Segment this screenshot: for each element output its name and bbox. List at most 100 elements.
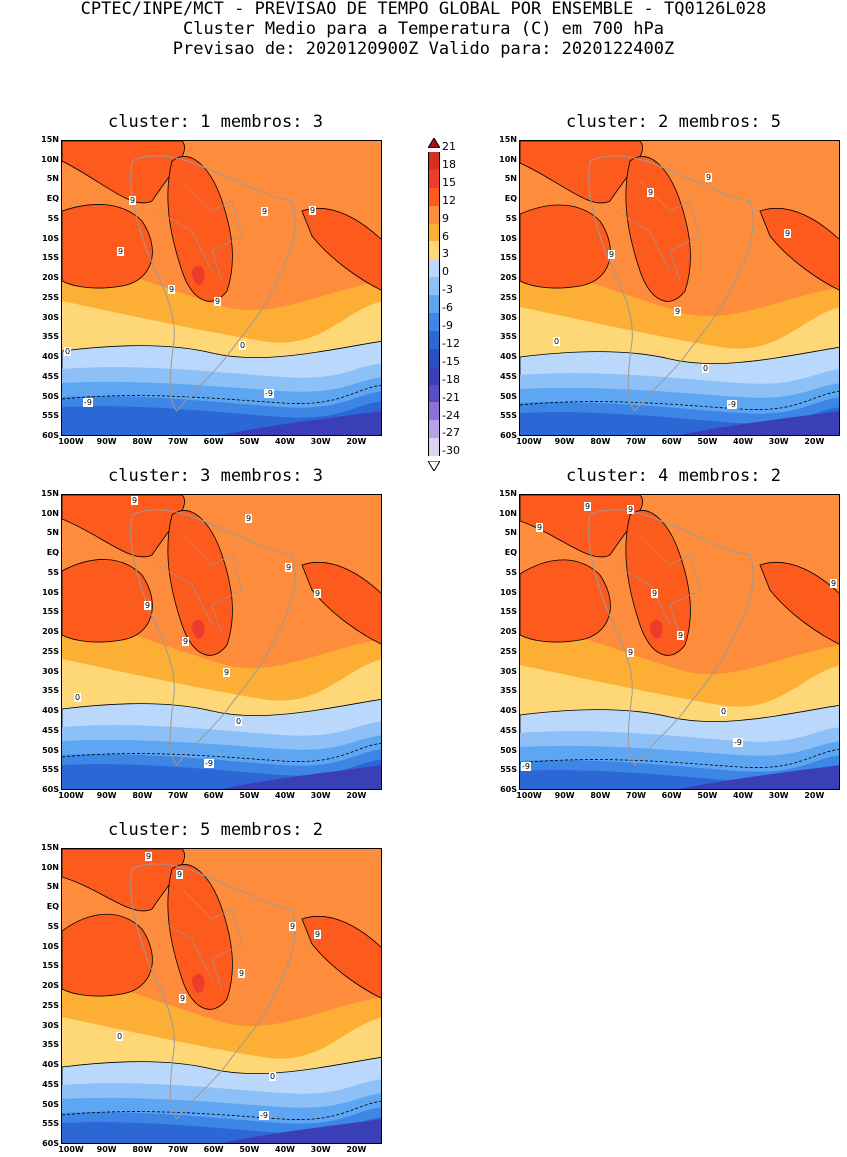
contour-label: 9 <box>182 637 190 646</box>
lon-tick-label: 50W <box>697 437 718 446</box>
lat-tick-label: 30S <box>42 666 59 676</box>
lat-tick-label: 40S <box>42 352 59 362</box>
lat-tick-label: 20S <box>500 627 517 637</box>
lat-tick-label: 20S <box>500 273 517 283</box>
lon-tick-label: 100W <box>516 791 542 800</box>
lat-tick-label: 10N <box>41 862 59 872</box>
contour-label: 0 <box>702 364 710 373</box>
lat-tick-label: 15N <box>41 843 59 852</box>
lon-tick-label: 20W <box>346 437 367 446</box>
contour-label: 0 <box>553 337 561 346</box>
lat-tick-label: 30S <box>42 312 59 322</box>
colorbar-swatch <box>428 348 440 367</box>
contour-label: 9 <box>179 994 187 1003</box>
contour-label: 9 <box>289 922 297 931</box>
lat-tick-label: 15S <box>42 607 59 617</box>
lon-tick-label: 90W <box>554 791 575 800</box>
lat-tick-label: 5S <box>47 921 59 931</box>
lat-tick-label: 15N <box>41 489 59 498</box>
lon-tick-label: 70W <box>168 437 188 446</box>
lon-tick-label: 70W <box>626 437 646 446</box>
contour-label: 0 <box>74 693 82 702</box>
lat-tick-label: 25S <box>500 292 517 302</box>
lat-tick-label: 15S <box>42 253 59 263</box>
lat-tick-label: 55S <box>42 411 59 421</box>
lat-tick-label: 5N <box>46 528 59 538</box>
colorbar-swatch <box>428 438 440 457</box>
temperature-map-5 <box>61 848 382 1144</box>
colorbar-bottom-arrow <box>427 460 441 473</box>
lon-tick-label: 80W <box>590 437 611 446</box>
lat-tick-label: 40S <box>42 706 59 716</box>
lat-tick-label: 35S <box>42 332 59 342</box>
colorbar-label: 12 <box>442 193 456 207</box>
lat-tick-label: 55S <box>500 411 517 421</box>
lon-tick-label: 100W <box>58 1145 84 1154</box>
colorbar-swatch <box>428 295 440 314</box>
contour-label: 9 <box>584 502 592 511</box>
lat-tick-label: 40S <box>500 352 517 362</box>
colorbar-label: 21 <box>442 140 456 153</box>
colorbar-label: -27 <box>442 426 460 440</box>
lat-tick-label: 55S <box>42 1119 59 1129</box>
panel-title-3: cluster: 3 membros: 3 <box>108 466 323 486</box>
lat-tick-label: 50S <box>42 745 59 755</box>
temperature-map-4 <box>519 494 840 790</box>
temperature-map-3 <box>61 494 382 790</box>
colorbar-swatch <box>428 402 440 421</box>
lat-tick-label: 10N <box>41 154 59 164</box>
lat-tick-label: 35S <box>42 686 59 696</box>
contour-label: 9 <box>129 196 137 205</box>
lon-tick-label: 60W <box>661 437 682 446</box>
lon-tick-label: 20W <box>346 791 367 800</box>
lat-tick-label: 50S <box>500 391 517 401</box>
lon-tick-label: 80W <box>132 1145 153 1154</box>
contour-label: 9 <box>261 207 269 216</box>
colorbar-swatch <box>428 366 440 385</box>
contour-label: 9 <box>117 247 125 256</box>
colorbar-label: -21 <box>442 390 460 404</box>
header-line-1: CPTEC/INPE/MCT - PREVISAO DE TEMPO GLOBA… <box>80 0 767 19</box>
lat-tick-label: 30S <box>42 1020 59 1030</box>
lat-tick-label: 25S <box>42 646 59 656</box>
lon-tick-label: 70W <box>168 791 188 800</box>
lat-tick-label: 20S <box>42 981 59 991</box>
panel-title-2: cluster: 2 membros: 5 <box>566 112 781 132</box>
contour-label: 9 <box>705 173 713 182</box>
lat-tick-label: 50S <box>42 1099 59 1109</box>
lon-tick-label: 30W <box>310 1145 331 1154</box>
contour-label: -9 <box>264 389 274 398</box>
contour-label: 9 <box>627 648 635 657</box>
colorbar-top-arrow <box>427 137 441 149</box>
lon-tick-label: 70W <box>168 1145 188 1154</box>
lon-tick-label: 70W <box>626 791 646 800</box>
lat-tick-label: EQ <box>46 902 59 912</box>
contour-label: 9 <box>285 563 293 572</box>
lon-tick-label: 60W <box>203 1145 224 1154</box>
contour-label: 0 <box>64 347 72 356</box>
lat-tick-label: 35S <box>500 686 517 696</box>
contour-label: 9 <box>674 307 682 316</box>
colorbar-label: -15 <box>442 354 460 368</box>
lat-tick-label: 5S <box>505 567 517 577</box>
lon-tick-label: 80W <box>132 791 153 800</box>
lon-tick-label: 90W <box>96 1145 117 1154</box>
colorbar-label: 0 <box>442 265 449 279</box>
lat-tick-label: 10N <box>499 154 517 164</box>
contour-label: 9 <box>677 631 685 640</box>
colorbar-label: -3 <box>442 283 453 297</box>
lat-tick-label: EQ <box>504 194 517 204</box>
contour-label: 9 <box>131 496 139 505</box>
contour-label: 9 <box>647 188 655 197</box>
contour-label: -9 <box>204 759 214 768</box>
panel-title-4: cluster: 4 membros: 2 <box>566 466 781 486</box>
colorbar-label: -9 <box>442 319 453 332</box>
colorbar-swatch <box>428 223 440 242</box>
lon-tick-label: 100W <box>58 437 84 446</box>
contour-label: 9 <box>784 229 792 238</box>
header-line-3: Previsao de: 2020120900Z Valido para: 20… <box>172 39 675 59</box>
lat-tick-label: 45S <box>500 371 517 381</box>
lat-tick-label: 40S <box>500 706 517 716</box>
lat-tick-label: 15N <box>499 135 517 144</box>
lat-tick-label: 45S <box>42 725 59 735</box>
